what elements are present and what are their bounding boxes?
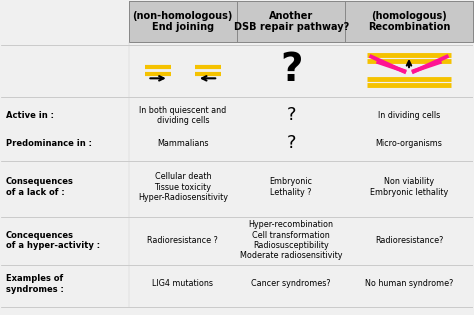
Text: Hyper-recombination
Cell transformation
Radiosusceptibility
Moderate radiosensit: Hyper-recombination Cell transformation …	[240, 220, 342, 260]
Text: Radioresistance ?: Radioresistance ?	[147, 236, 218, 245]
Text: Embryonic
Lethality ?: Embryonic Lethality ?	[270, 177, 313, 197]
Text: Cancer syndromes?: Cancer syndromes?	[251, 279, 331, 289]
Text: Non viability
Embryonic lethality: Non viability Embryonic lethality	[370, 177, 448, 197]
Text: Consequences
of a lack of :: Consequences of a lack of :	[6, 177, 74, 197]
Bar	[237, 1, 346, 42]
Text: (homologous)
Recombination: (homologous) Recombination	[368, 11, 450, 32]
Text: Predominance in :: Predominance in :	[6, 139, 92, 148]
Text: In both quiescent and
dividing cells: In both quiescent and dividing cells	[139, 106, 227, 125]
Text: Another
DSB repair pathway?: Another DSB repair pathway?	[234, 11, 349, 32]
Bar	[128, 1, 237, 42]
Text: Radioresistance?: Radioresistance?	[375, 236, 443, 245]
Text: Active in :: Active in :	[6, 111, 54, 120]
Text: Micro-organisms: Micro-organisms	[375, 139, 442, 148]
Text: Concequences
of a hyper-activity :: Concequences of a hyper-activity :	[6, 231, 100, 250]
Text: Cellular death
Tissue toxicity
Hyper-Radiosensitivity: Cellular death Tissue toxicity Hyper-Rad…	[138, 172, 228, 202]
Text: (non-homologous)
End joining: (non-homologous) End joining	[133, 11, 233, 32]
Bar	[346, 1, 473, 42]
Text: In dividing cells: In dividing cells	[378, 111, 440, 120]
Text: Mammalians: Mammalians	[157, 139, 209, 148]
Bar	[128, 1, 473, 42]
Text: ?: ?	[280, 51, 302, 89]
Text: No human syndrome?: No human syndrome?	[365, 279, 453, 289]
Text: ?: ?	[286, 106, 296, 124]
Text: LIG4 mutations: LIG4 mutations	[152, 279, 213, 289]
Text: ?: ?	[286, 135, 296, 152]
Text: Examples of
syndromes :: Examples of syndromes :	[6, 274, 64, 294]
